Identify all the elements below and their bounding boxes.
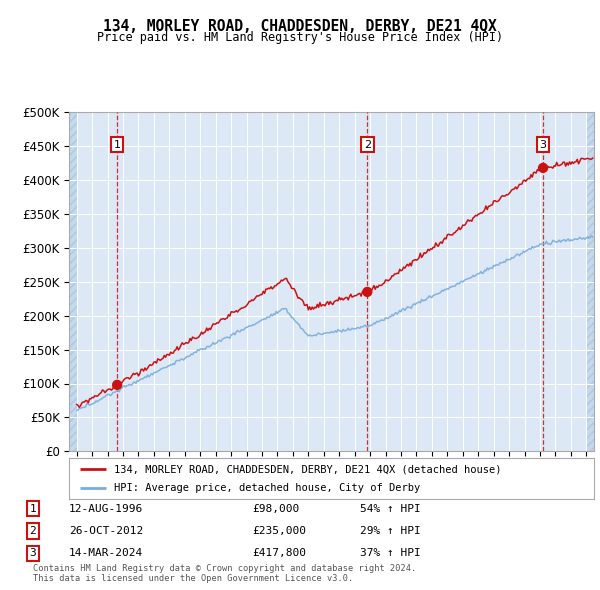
Text: 12-AUG-1996: 12-AUG-1996 bbox=[69, 504, 143, 513]
Text: 54% ↑ HPI: 54% ↑ HPI bbox=[360, 504, 421, 513]
Text: 1: 1 bbox=[113, 140, 121, 150]
Text: 37% ↑ HPI: 37% ↑ HPI bbox=[360, 549, 421, 558]
Point bbox=[362, 287, 372, 297]
Text: £417,800: £417,800 bbox=[252, 549, 306, 558]
Text: 134, MORLEY ROAD, CHADDESDEN, DERBY, DE21 4QX (detached house): 134, MORLEY ROAD, CHADDESDEN, DERBY, DE2… bbox=[113, 464, 501, 474]
Text: 3: 3 bbox=[29, 549, 37, 558]
Text: Contains HM Land Registry data © Crown copyright and database right 2024.: Contains HM Land Registry data © Crown c… bbox=[33, 565, 416, 573]
Text: HPI: Average price, detached house, City of Derby: HPI: Average price, detached house, City… bbox=[113, 483, 420, 493]
Text: 134, MORLEY ROAD, CHADDESDEN, DERBY, DE21 4QX: 134, MORLEY ROAD, CHADDESDEN, DERBY, DE2… bbox=[103, 19, 497, 34]
Text: 26-OCT-2012: 26-OCT-2012 bbox=[69, 526, 143, 536]
Text: 29% ↑ HPI: 29% ↑ HPI bbox=[360, 526, 421, 536]
Text: Price paid vs. HM Land Registry's House Price Index (HPI): Price paid vs. HM Land Registry's House … bbox=[97, 31, 503, 44]
Text: £98,000: £98,000 bbox=[252, 504, 299, 513]
Text: 2: 2 bbox=[29, 526, 37, 536]
Text: £235,000: £235,000 bbox=[252, 526, 306, 536]
Point bbox=[112, 380, 122, 389]
Bar bbox=[586, 112, 594, 451]
Text: 1: 1 bbox=[29, 504, 37, 513]
Text: 2: 2 bbox=[364, 140, 371, 150]
Text: This data is licensed under the Open Government Licence v3.0.: This data is licensed under the Open Gov… bbox=[33, 574, 353, 583]
Text: 3: 3 bbox=[539, 140, 547, 150]
Bar bbox=[69, 112, 77, 451]
Point bbox=[538, 163, 548, 173]
Text: 14-MAR-2024: 14-MAR-2024 bbox=[69, 549, 143, 558]
